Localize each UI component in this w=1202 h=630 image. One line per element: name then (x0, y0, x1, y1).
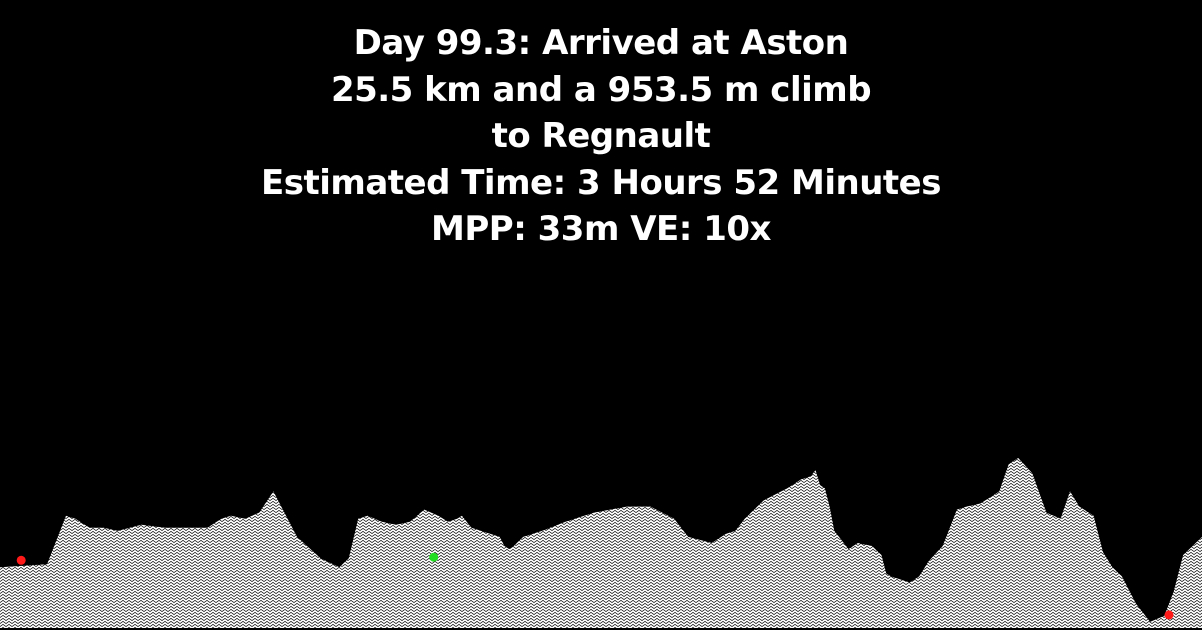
area-layer (0, 458, 1202, 628)
title-line-1: Day 99.3: Arrived at Aston (353, 23, 849, 63)
title-line-4: Estimated Time: 3 Hours 52 Minutes (261, 162, 941, 203)
marker-start (16, 555, 26, 565)
title-line-2: 25.5 km and a 953.5 m climb (330, 69, 872, 110)
marker-layer (16, 552, 1174, 620)
title-line-5: MPP: 33m VE: 10x (431, 209, 771, 249)
title-line-3: to Regnault (491, 116, 711, 156)
marker-peak-marker (429, 552, 439, 562)
marker-end (1164, 610, 1174, 620)
elevation-area (0, 458, 1202, 628)
title-block: Day 99.3: Arrived at Aston 25.5 km and a… (0, 20, 1202, 253)
